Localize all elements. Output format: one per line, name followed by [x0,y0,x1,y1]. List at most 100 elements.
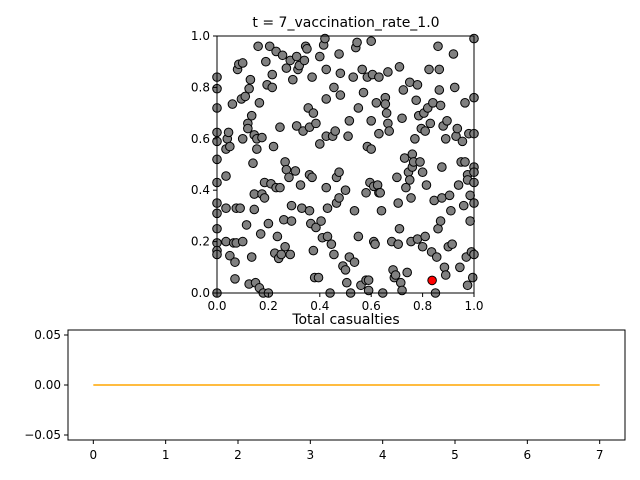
scatter-point [246,252,257,262]
scatter-y-tick-label: 0.8 [191,80,210,94]
scatter-point [225,141,235,152]
scatter-point [435,100,446,111]
line-x-tick-label: 0 [89,448,97,462]
scatter-point [311,118,321,129]
scatter-point [446,205,456,216]
line-x-tick-label: 7 [596,448,604,462]
scatter-point [272,231,283,242]
scatter-x-tick-label: 0.4 [310,299,329,313]
scatter-point [307,72,317,82]
scatter-point [321,94,332,104]
scatter-point [322,231,333,242]
scatter-point [467,272,478,283]
scatter-point [225,250,235,261]
scatter-point [237,58,248,68]
scatter-point [244,83,254,94]
scatter-point [322,203,333,213]
scatter-point [425,118,436,129]
scatter-point [458,200,469,211]
scatter-point [252,144,262,154]
scatter-point [357,64,368,75]
scatter-point [248,158,258,169]
scatter-point [410,134,420,144]
scatter-point [290,166,301,176]
scatter-point [334,193,344,203]
scatter-point [334,167,344,178]
scatter-point [421,180,432,190]
scatter-point [447,239,457,249]
scatter-point [267,69,278,80]
scatter-point [460,157,470,167]
scatter-point [460,98,470,108]
scatter-point [268,141,279,152]
scatter-point [304,205,315,216]
scatter-point [321,64,332,75]
scatter-point [376,205,387,216]
scatter-point [237,134,248,144]
scatter-point [241,220,252,230]
scatter-point [277,50,288,61]
scatter-point [330,126,341,136]
scatter-point [358,87,369,98]
scatter-point [363,275,374,285]
scatter-point [291,51,302,62]
scatter-point [437,162,447,172]
scatter-point [380,99,391,109]
scatter-point [295,180,306,190]
scatter-point [402,267,412,278]
scatter-point [313,272,324,283]
scatter-point [366,116,377,126]
scatter-point [435,216,446,226]
scatter-point [315,51,325,62]
scatter-x-tick-label: 0.2 [259,299,278,313]
scatter-point [457,136,468,147]
scatter-point [415,157,425,167]
scatter-point [263,218,274,229]
scatter-y-tick-label: 1.0 [191,29,210,43]
scatter-point [335,90,346,100]
scatter-point [341,277,352,288]
line-y-tick-label: −0.05 [24,428,61,442]
scatter-y-tick-label: 0.0 [191,286,210,300]
scatter-point [393,239,403,249]
scatter-point [316,216,326,226]
line-x-tick-label: 5 [451,448,459,462]
line-y-axis: 0.05 0.00 −0.05 [24,328,68,442]
scatter-point [311,222,321,233]
scatter-point [281,63,292,73]
scatter-point [440,270,451,280]
scatter-point [326,239,337,249]
scatter-point [411,95,421,106]
scatter-x-tick-label: 0.0 [207,299,226,313]
scatter-y-tick-label: 0.6 [191,132,210,146]
scatter-point [230,274,240,284]
line-x-tick-label: 3 [307,448,315,462]
scatter-point [334,49,344,59]
scatter-y-tick-label: 0.2 [191,235,210,249]
line-title: Total casualties [291,312,399,328]
scatter-point [392,172,402,183]
scatter-point [315,139,325,149]
scatter-x-tick-label: 0.6 [362,299,381,313]
scatter-point [395,277,406,288]
scatter-point [285,249,296,260]
scatter-point [307,172,317,183]
scatter-point [393,198,403,208]
scatter-y-tick-label: 0.4 [191,183,210,197]
scatter-point [227,99,238,109]
line-y-tick-label: 0.00 [34,378,61,392]
scatter-point [440,134,451,144]
scatter-point [420,231,430,242]
scatter-point [407,149,418,160]
scatter-point [246,110,257,121]
scatter-point [267,82,278,93]
scatter-point [257,132,267,143]
scatter-point [280,241,290,252]
scatter-point [353,231,364,242]
scatter-point [221,203,231,213]
scatter-point [420,126,430,136]
scatter-point [288,74,298,85]
scatter-point [245,74,256,85]
scatter-point [240,91,251,102]
scatter-point [249,204,260,215]
